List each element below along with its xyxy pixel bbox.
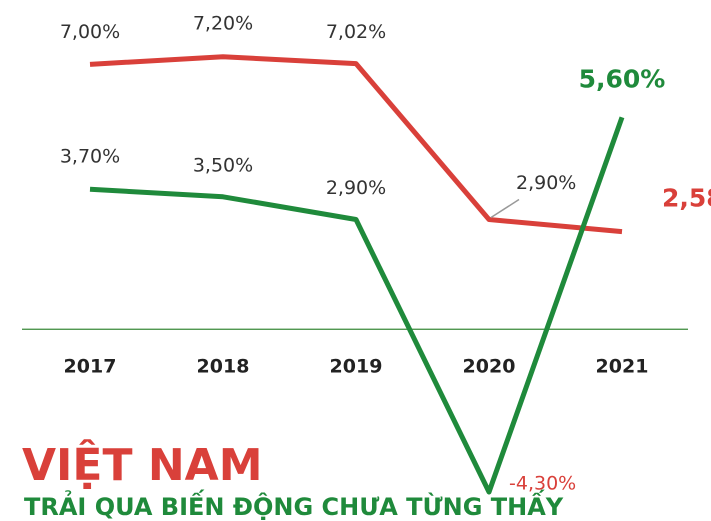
data-label: 2,90% <box>326 177 386 199</box>
data-label: 2,90% <box>516 172 576 194</box>
data-label: 2,58% <box>662 184 711 213</box>
x-tick-label: 2021 <box>596 356 649 378</box>
data-label: 7,20% <box>193 12 253 34</box>
chart-title: VIỆT NAM <box>22 438 262 491</box>
data-label: 7,00% <box>60 21 120 43</box>
data-label: 7,02% <box>326 21 386 43</box>
x-tick-label: 2018 <box>197 356 250 378</box>
line <box>89 54 623 235</box>
x-tick-label: 2020 <box>463 356 516 378</box>
x-tick-label: 2017 <box>64 356 117 378</box>
data-label: 3,70% <box>60 146 120 168</box>
data-label: -4,30% <box>509 473 576 495</box>
label-pointer <box>490 198 520 219</box>
data-label: 3,50% <box>193 154 253 176</box>
x-tick-label: 2019 <box>330 356 383 378</box>
line <box>89 116 625 495</box>
data-label: 5,60% <box>579 64 666 93</box>
chart-subtitle: TRẢI QUA BIẾN ĐỘNG CHƯA TỪNG THẤY <box>24 488 564 521</box>
